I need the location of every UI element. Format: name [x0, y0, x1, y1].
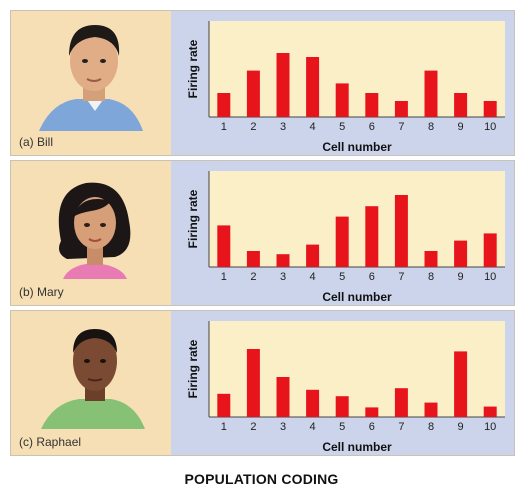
y-axis-label: Firing rate [186, 189, 200, 248]
bar-cell-2 [246, 349, 260, 417]
bar-cell-9 [454, 351, 468, 417]
bar-cell-2 [246, 251, 260, 267]
x-tick-label: 9 [458, 271, 464, 283]
x-tick-label: 2 [250, 121, 256, 133]
x-tick-label: 2 [250, 421, 256, 433]
x-tick-label: 10 [484, 271, 496, 283]
bar-cell-7 [394, 388, 408, 417]
caption-raphael: (c) Raphael [19, 435, 82, 449]
bar-cell-2 [246, 70, 260, 117]
x-tick-label: 5 [339, 271, 345, 283]
x-tick-label: 10 [484, 121, 496, 133]
woman-face-pink-top-icon [58, 182, 131, 279]
panel-raphael: (c) Raphael 1 2 3 4 5 6 7 8 9 10 Cell number Firing… [10, 310, 515, 456]
x-tick-label: 1 [221, 421, 227, 433]
x-tick-label: 5 [339, 421, 345, 433]
x-tick-label: 3 [280, 271, 286, 283]
bar-cell-8 [424, 251, 438, 267]
x-tick-label: 6 [369, 121, 375, 133]
bar-cell-9 [454, 240, 468, 267]
bar-cell-6 [365, 407, 379, 417]
bar-cell-6 [365, 206, 379, 267]
chart-panel-bill: 1 2 3 4 5 6 7 8 9 10 Cell number Firing rate [171, 11, 514, 155]
caption-mary: (b) Mary [19, 285, 64, 299]
x-tick-label: 6 [369, 271, 375, 283]
x-tick-label: 7 [398, 121, 404, 133]
portrait-mary: (b) Mary [11, 161, 171, 305]
x-axis-label: Cell number [322, 140, 392, 154]
x-tick-label: 3 [280, 421, 286, 433]
y-axis-label: Firing rate [186, 339, 200, 398]
bar-cell-9 [454, 93, 468, 117]
bar-cell-4 [306, 244, 320, 267]
bar-cell-1 [217, 225, 231, 267]
x-tick-label: 7 [398, 271, 404, 283]
x-tick-label: 8 [428, 121, 434, 133]
bar-cell-8 [424, 70, 438, 117]
x-tick-label: 9 [458, 121, 464, 133]
x-tick-label: 9 [458, 421, 464, 433]
bar-cell-7 [394, 101, 408, 117]
x-tick-label: 1 [221, 271, 227, 283]
chart-panel-raphael: 1 2 3 4 5 6 7 8 9 10 Cell number Firing rate [171, 311, 514, 455]
x-tick-label: 4 [310, 421, 316, 433]
man-face-blue-shirt-icon [39, 25, 143, 131]
bar-cell-10 [483, 101, 497, 117]
chart-panel-mary: 1 2 3 4 5 6 7 8 9 10 Cell number Firing rate [171, 161, 514, 305]
x-tick-label: 6 [369, 421, 375, 433]
caption-bill: (a) Bill [19, 135, 54, 149]
x-tick-label: 4 [310, 121, 316, 133]
x-tick-label: 1 [221, 121, 227, 133]
bar-cell-3 [276, 53, 290, 117]
y-axis-label: Firing rate [186, 39, 200, 98]
man-face-green-shirt-icon [41, 329, 145, 429]
bar-cell-5 [335, 83, 349, 117]
chart-raphael: 1 2 3 4 5 6 7 8 9 10 Cell number Firing rate [186, 321, 505, 454]
x-tick-label: 4 [310, 271, 316, 283]
x-tick-label: 7 [398, 421, 404, 433]
x-axis-label: Cell number [322, 290, 392, 304]
bar-cell-5 [335, 396, 349, 417]
figure-footer-title: POPULATION CODING [184, 471, 339, 487]
panel-bill: (a) Bill 1 2 3 4 5 6 7 8 9 10 Cell number Firing ra… [10, 10, 515, 156]
bar-cell-1 [217, 393, 231, 417]
bar-cell-10 [483, 406, 497, 417]
chart-bill: 1 2 3 4 5 6 7 8 9 10 Cell number Firing rate [186, 21, 505, 154]
x-tick-label: 8 [428, 421, 434, 433]
x-tick-label: 5 [339, 121, 345, 133]
x-axis-label: Cell number [322, 440, 392, 454]
bar-cell-4 [306, 389, 320, 417]
bar-cell-5 [335, 216, 349, 267]
x-tick-label: 10 [484, 421, 496, 433]
bar-cell-10 [483, 233, 497, 267]
bar-cell-3 [276, 377, 290, 417]
x-tick-label: 3 [280, 121, 286, 133]
bar-cell-4 [306, 57, 320, 117]
portrait-raphael: (c) Raphael [11, 311, 171, 455]
chart-mary: 1 2 3 4 5 6 7 8 9 10 Cell number Firing rate [186, 171, 505, 304]
panel-mary: (b) Mary 1 2 3 4 5 6 7 8 9 10 Cell number Firing ra… [10, 160, 515, 306]
bar-cell-7 [394, 195, 408, 267]
bar-cell-8 [424, 402, 438, 417]
portrait-bill: (a) Bill [11, 11, 171, 155]
bar-cell-3 [276, 254, 290, 267]
bar-cell-6 [365, 93, 379, 117]
x-tick-label: 8 [428, 271, 434, 283]
bar-cell-1 [217, 93, 231, 117]
x-tick-label: 2 [250, 271, 256, 283]
